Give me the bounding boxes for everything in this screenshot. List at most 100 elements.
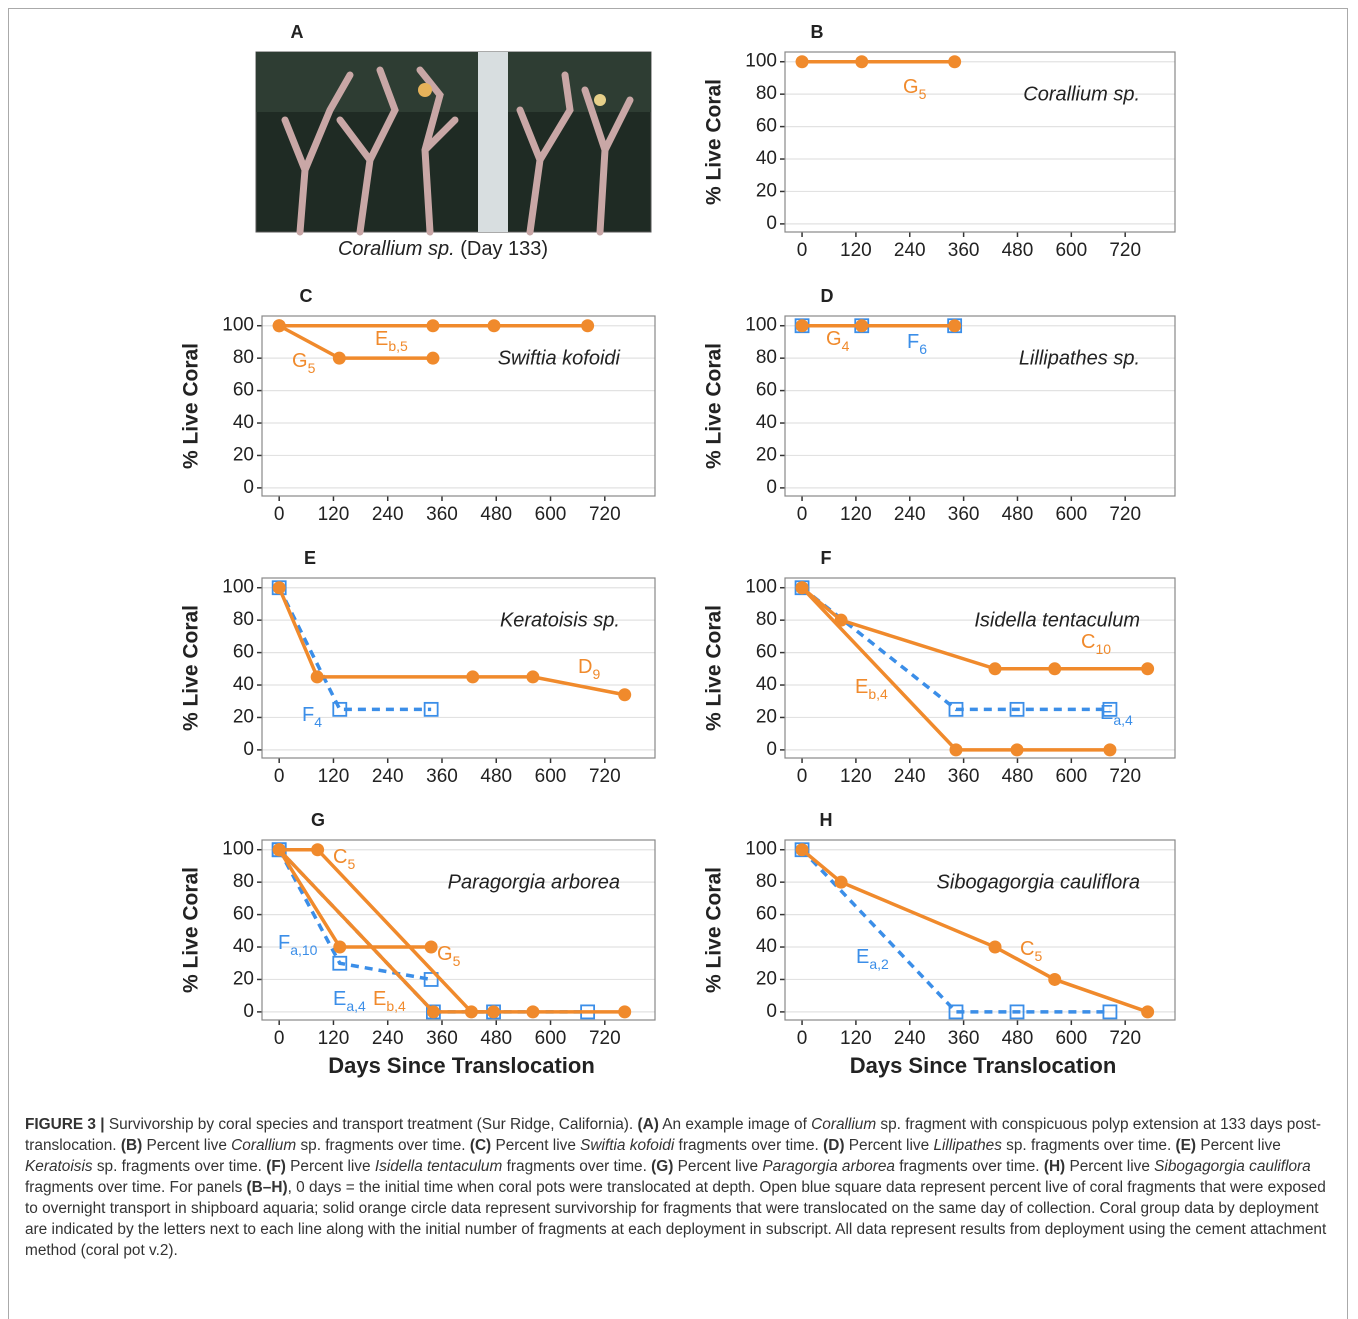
x-tick-label: 720 bbox=[1109, 766, 1141, 787]
panel-label: D bbox=[821, 286, 834, 306]
series-label-name: E bbox=[373, 988, 386, 1010]
point bbox=[311, 670, 324, 683]
series-label-subscript: 4 bbox=[314, 714, 322, 730]
y-tick-label: 40 bbox=[233, 936, 254, 957]
caption-text: fragments over time. bbox=[502, 1158, 651, 1175]
point bbox=[488, 319, 501, 332]
point bbox=[796, 319, 809, 332]
y-tick-label: 100 bbox=[745, 577, 777, 598]
photo-caption-species: Corallium sp. bbox=[338, 238, 455, 260]
x-tick-label: 600 bbox=[535, 1028, 567, 1049]
x-tick-label: 360 bbox=[948, 1028, 980, 1049]
series-label-name: E bbox=[333, 988, 346, 1010]
panel-label: C bbox=[300, 286, 313, 306]
x-tick-label: 240 bbox=[894, 240, 926, 261]
y-tick-label: 100 bbox=[745, 315, 777, 336]
x-tick-label: 0 bbox=[274, 504, 285, 525]
caption-text: sp. fragments over time. bbox=[93, 1158, 267, 1175]
caption-text: Percent live bbox=[286, 1158, 375, 1175]
species-label: Isidella tentaculum bbox=[974, 609, 1140, 631]
point bbox=[855, 319, 868, 332]
photo bbox=[256, 52, 651, 232]
point bbox=[311, 843, 324, 856]
x-tick-label: 600 bbox=[535, 504, 567, 525]
x-tick-label: 600 bbox=[1055, 1028, 1087, 1049]
point bbox=[796, 581, 809, 594]
y-tick-label: 80 bbox=[233, 347, 254, 368]
species-label: Swiftia kofoidi bbox=[498, 347, 621, 369]
panel-label: G bbox=[311, 810, 325, 830]
y-tick-label: 60 bbox=[233, 380, 254, 401]
x-tick-label: 0 bbox=[797, 1028, 808, 1049]
y-tick-label: 0 bbox=[766, 477, 777, 498]
x-axis-title: Days Since Translocation bbox=[850, 1053, 1117, 1078]
y-tick-label: 60 bbox=[756, 904, 777, 925]
x-tick-label: 360 bbox=[948, 766, 980, 787]
point bbox=[427, 1005, 440, 1018]
x-tick-label: 600 bbox=[535, 766, 567, 787]
series-label-name: E bbox=[375, 328, 388, 350]
x-tick-label: 120 bbox=[318, 504, 350, 525]
y-tick-label: 40 bbox=[756, 936, 777, 957]
y-axis-title: % Live Coral bbox=[703, 867, 726, 993]
series-label-subscript: b,4 bbox=[868, 686, 888, 702]
caption-text: Percent live bbox=[844, 1137, 933, 1154]
x-tick-label: 120 bbox=[840, 1028, 872, 1049]
x-tick-label: 720 bbox=[1109, 240, 1141, 261]
y-tick-label: 80 bbox=[233, 871, 254, 892]
point bbox=[1141, 662, 1154, 675]
series-label-subscript: 9 bbox=[592, 666, 600, 682]
x-tick-label: 480 bbox=[1002, 766, 1034, 787]
point bbox=[425, 941, 438, 954]
y-axis-title: % Live Coral bbox=[180, 867, 203, 993]
y-tick-label: 40 bbox=[233, 412, 254, 433]
x-tick-label: 360 bbox=[948, 240, 980, 261]
y-tick-label: 100 bbox=[222, 315, 254, 336]
y-tick-label: 80 bbox=[233, 609, 254, 630]
series-label-name: D bbox=[578, 656, 592, 678]
point bbox=[426, 319, 439, 332]
series-label-name: F bbox=[278, 932, 290, 954]
caption-text: Swiftia kofoidi bbox=[580, 1137, 674, 1154]
series-label-subscript: 5 bbox=[453, 953, 461, 969]
y-tick-label: 20 bbox=[233, 444, 254, 465]
y-axis-title: % Live Coral bbox=[180, 343, 203, 469]
point bbox=[333, 352, 346, 365]
y-tick-label: 0 bbox=[243, 739, 254, 760]
y-tick-label: 40 bbox=[756, 412, 777, 433]
photo-caption: Corallium sp. (Day 133) bbox=[338, 238, 548, 260]
x-tick-label: 720 bbox=[1109, 504, 1141, 525]
x-tick-label: 240 bbox=[372, 766, 404, 787]
x-tick-label: 360 bbox=[426, 766, 458, 787]
x-tick-label: 240 bbox=[894, 1028, 926, 1049]
point bbox=[855, 55, 868, 68]
y-tick-label: 40 bbox=[756, 148, 777, 169]
y-tick-label: 100 bbox=[745, 51, 777, 72]
point bbox=[1141, 1005, 1154, 1018]
point bbox=[1048, 662, 1061, 675]
point bbox=[618, 1005, 631, 1018]
x-tick-label: 240 bbox=[372, 1028, 404, 1049]
caption-text: (E) bbox=[1176, 1137, 1197, 1154]
y-tick-label: 0 bbox=[243, 1001, 254, 1022]
series-label-subscript: 5 bbox=[347, 856, 355, 872]
species-label: Sibogagorgia cauliflora bbox=[937, 871, 1140, 893]
series-label-name: C bbox=[1081, 631, 1095, 653]
x-tick-label: 0 bbox=[797, 766, 808, 787]
y-tick-label: 40 bbox=[756, 674, 777, 695]
caption-text: (F) bbox=[266, 1158, 286, 1175]
x-tick-label: 720 bbox=[589, 1028, 621, 1049]
point bbox=[273, 581, 286, 594]
y-tick-label: 20 bbox=[756, 706, 777, 727]
x-tick-label: 480 bbox=[480, 1028, 512, 1049]
y-tick-label: 60 bbox=[756, 642, 777, 663]
y-tick-label: 20 bbox=[756, 444, 777, 465]
plot-background bbox=[785, 840, 1175, 1020]
y-tick-label: 0 bbox=[766, 739, 777, 760]
x-tick-label: 240 bbox=[372, 504, 404, 525]
x-tick-label: 720 bbox=[589, 766, 621, 787]
point bbox=[426, 352, 439, 365]
point bbox=[796, 843, 809, 856]
x-tick-label: 0 bbox=[274, 1028, 285, 1049]
x-tick-label: 600 bbox=[1055, 240, 1087, 261]
